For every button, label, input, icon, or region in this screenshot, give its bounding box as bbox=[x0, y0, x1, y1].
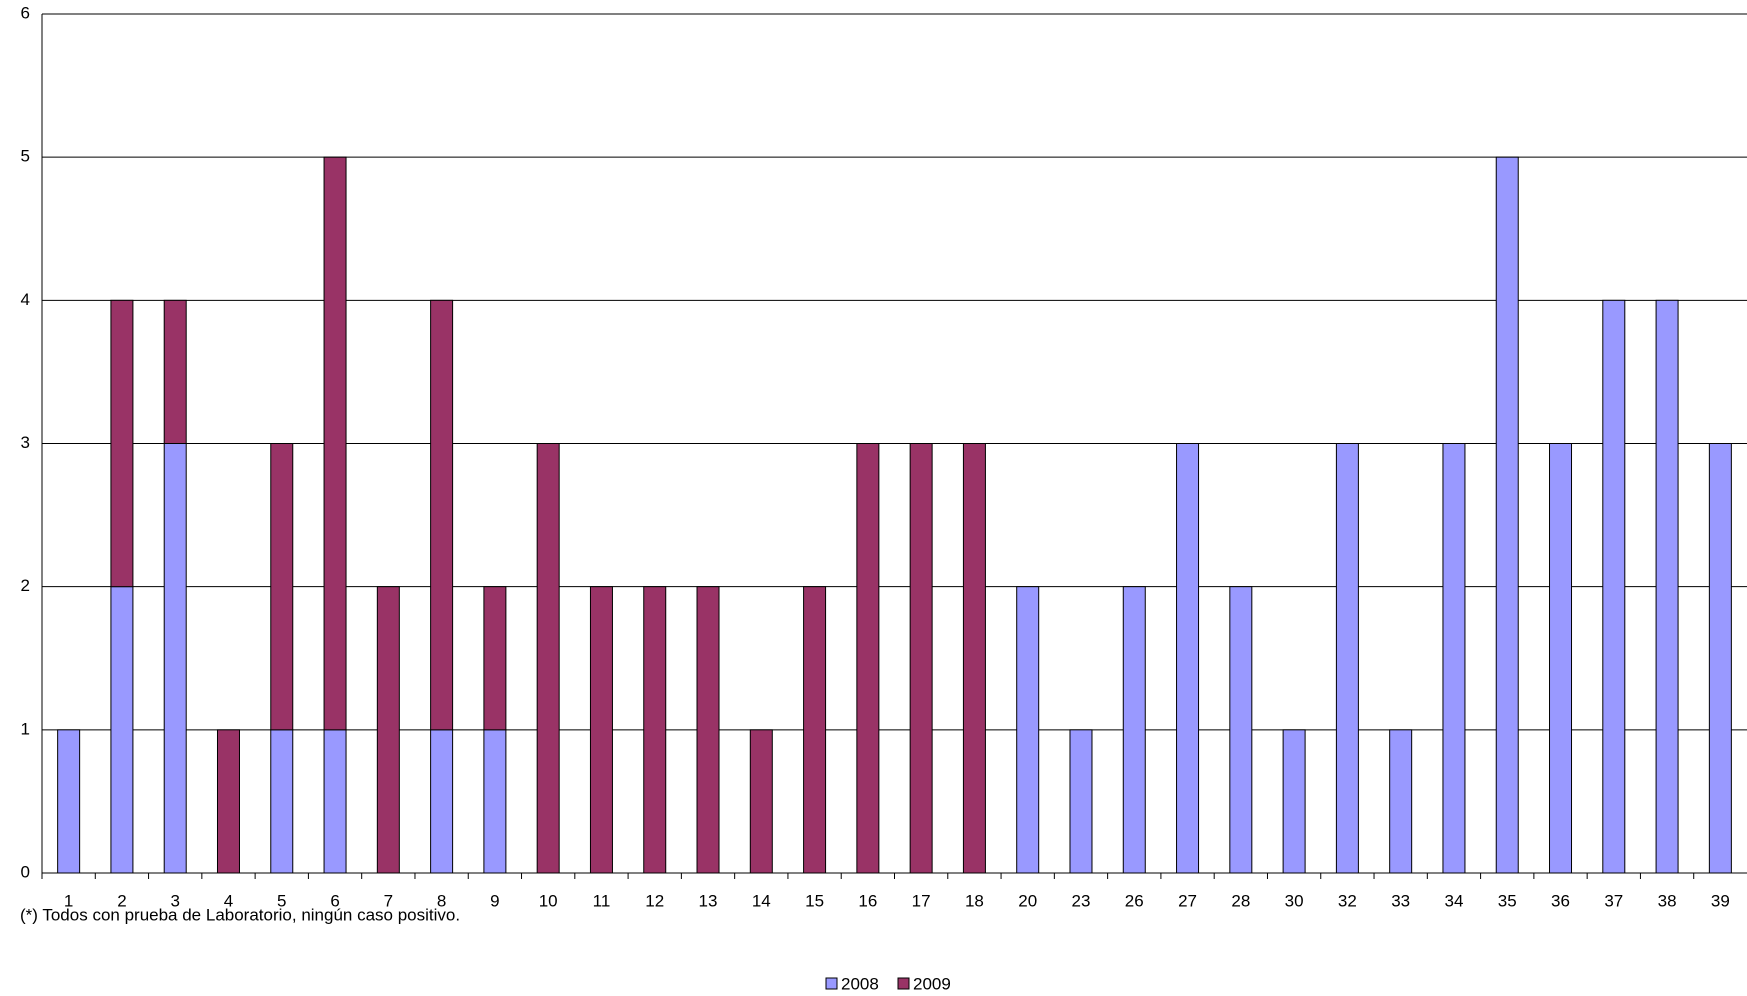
bar-segment bbox=[803, 586, 827, 874]
bar-segment bbox=[536, 443, 560, 874]
bar-segment bbox=[1602, 299, 1626, 874]
bar-segment bbox=[1229, 586, 1253, 874]
bar-segment bbox=[163, 443, 187, 874]
x-tick-label: 5 bbox=[277, 891, 286, 910]
bar-segment bbox=[270, 729, 294, 874]
y-tick-label: 4 bbox=[21, 290, 30, 309]
y-tick-label: 0 bbox=[21, 862, 30, 881]
bar-segment bbox=[430, 729, 454, 874]
x-tick-label: 18 bbox=[965, 891, 984, 910]
y-tick-label: 6 bbox=[21, 3, 30, 22]
bar-segment bbox=[1655, 299, 1679, 874]
bar-segment bbox=[1549, 443, 1573, 874]
x-tick-label: 35 bbox=[1498, 891, 1517, 910]
x-tick-label: 10 bbox=[539, 891, 558, 910]
y-tick-label: 5 bbox=[21, 147, 30, 166]
x-tick-label: 15 bbox=[805, 891, 824, 910]
x-tick-label: 33 bbox=[1391, 891, 1410, 910]
x-tick-label: 27 bbox=[1178, 891, 1197, 910]
x-tick-label: 17 bbox=[912, 891, 931, 910]
bar-segment bbox=[1495, 156, 1519, 874]
x-tick-label: 7 bbox=[384, 891, 393, 910]
bar-segment bbox=[110, 299, 134, 588]
bar-segment bbox=[163, 299, 187, 445]
x-tick-label: 39 bbox=[1711, 891, 1730, 910]
bar-segment bbox=[1389, 729, 1413, 874]
legend-label: 2008 bbox=[841, 974, 879, 993]
x-tick-label: 36 bbox=[1551, 891, 1570, 910]
bar-segment bbox=[696, 586, 720, 874]
y-tick-label: 2 bbox=[21, 576, 30, 595]
x-tick-label: 3 bbox=[170, 891, 179, 910]
x-tick-label: 13 bbox=[699, 891, 718, 910]
bar-segment bbox=[1122, 586, 1146, 874]
bar-segment bbox=[483, 729, 507, 874]
bar-segment bbox=[323, 156, 347, 731]
x-tick-label: 2 bbox=[117, 891, 126, 910]
x-tick-label: 34 bbox=[1444, 891, 1463, 910]
x-tick-label: 32 bbox=[1338, 891, 1357, 910]
footnote: (*) Todos con prueba de Laboratorio, nin… bbox=[20, 905, 460, 924]
x-tick-label: 9 bbox=[490, 891, 499, 910]
legend-swatch bbox=[825, 977, 838, 990]
bar-segment bbox=[962, 443, 986, 874]
x-tick-label: 26 bbox=[1125, 891, 1144, 910]
bar-segment bbox=[216, 729, 240, 874]
y-tick-label: 1 bbox=[21, 719, 30, 738]
x-tick-label: 23 bbox=[1072, 891, 1091, 910]
bar-segment bbox=[1016, 586, 1040, 874]
bar-segment bbox=[589, 586, 613, 874]
bar-segment bbox=[1442, 443, 1466, 874]
y-tick-label: 3 bbox=[21, 433, 30, 452]
bar-segment bbox=[909, 443, 933, 874]
x-tick-label: 1 bbox=[64, 891, 73, 910]
bar-segment bbox=[1335, 443, 1359, 874]
bar-segment bbox=[110, 586, 134, 874]
legend-swatch bbox=[897, 977, 910, 990]
x-tick-label: 12 bbox=[645, 891, 664, 910]
bar-segment bbox=[1176, 443, 1200, 874]
bar-segment bbox=[643, 586, 667, 874]
x-tick-label: 8 bbox=[437, 891, 446, 910]
bar-segment bbox=[270, 443, 294, 731]
x-tick-label: 20 bbox=[1018, 891, 1037, 910]
bar-segment bbox=[856, 443, 880, 874]
bar-segment bbox=[57, 729, 81, 874]
x-tick-label: 11 bbox=[593, 891, 611, 910]
x-tick-label: 37 bbox=[1604, 891, 1623, 910]
x-tick-label: 30 bbox=[1285, 891, 1304, 910]
bar-segment bbox=[430, 299, 454, 731]
x-tick-label: 38 bbox=[1658, 891, 1677, 910]
legend-label: 2009 bbox=[913, 974, 951, 993]
bar-segment bbox=[1708, 443, 1732, 874]
bar-segment bbox=[749, 729, 773, 874]
x-tick-label: 4 bbox=[224, 891, 233, 910]
bar-segment bbox=[323, 729, 347, 874]
bar-segment bbox=[376, 586, 400, 874]
bar-segment bbox=[1069, 729, 1093, 874]
bar-segment bbox=[483, 586, 507, 731]
x-tick-label: 6 bbox=[330, 891, 339, 910]
bar-segment bbox=[1282, 729, 1306, 874]
x-tick-label: 14 bbox=[752, 891, 771, 910]
x-tick-label: 16 bbox=[858, 891, 877, 910]
x-tick-label: 28 bbox=[1231, 891, 1250, 910]
